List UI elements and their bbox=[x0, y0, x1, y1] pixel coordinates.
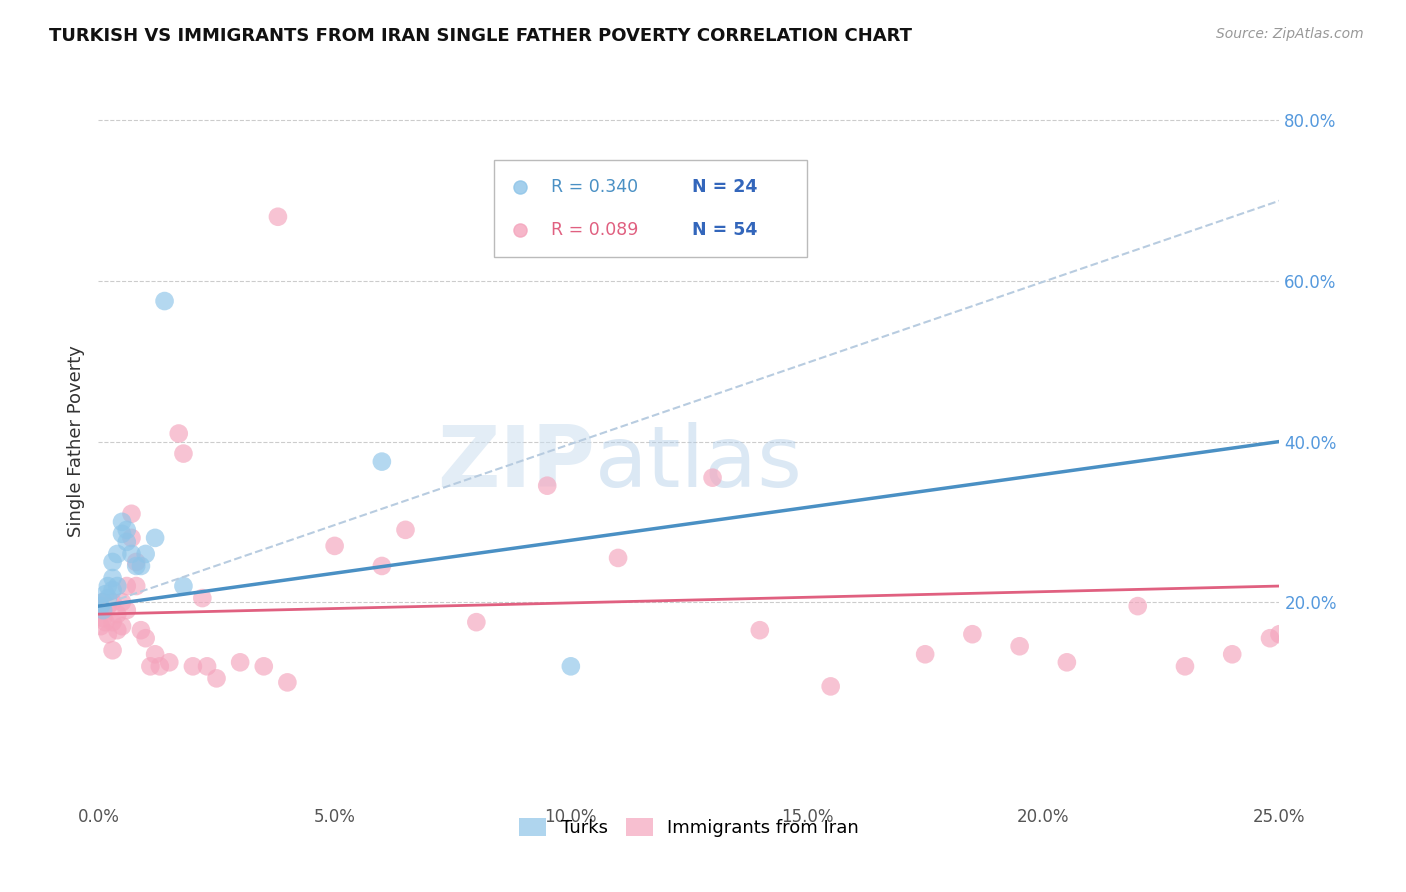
Point bbox=[1258, 632, 1281, 646]
Point bbox=[1056, 655, 1078, 669]
Point bbox=[1174, 659, 1197, 673]
Point bbox=[91, 595, 114, 609]
Point bbox=[394, 523, 416, 537]
Point bbox=[323, 539, 346, 553]
Point bbox=[267, 210, 290, 224]
Point bbox=[91, 595, 114, 609]
Point bbox=[111, 595, 134, 609]
Point bbox=[97, 627, 120, 641]
Point bbox=[167, 426, 190, 441]
Point bbox=[191, 591, 214, 606]
Point bbox=[820, 680, 842, 694]
Point bbox=[97, 591, 120, 606]
Point bbox=[153, 293, 176, 308]
Point bbox=[276, 675, 298, 690]
Point bbox=[125, 555, 148, 569]
Point bbox=[172, 579, 194, 593]
Point bbox=[105, 623, 128, 637]
FancyBboxPatch shape bbox=[494, 160, 807, 257]
Point bbox=[229, 655, 252, 669]
Text: Source: ZipAtlas.com: Source: ZipAtlas.com bbox=[1216, 27, 1364, 41]
Point bbox=[560, 659, 582, 673]
Point bbox=[121, 507, 143, 521]
Point bbox=[135, 632, 157, 646]
Point bbox=[121, 531, 143, 545]
Point bbox=[105, 547, 128, 561]
Point bbox=[111, 515, 134, 529]
Text: ZIP: ZIP bbox=[437, 422, 595, 505]
Point bbox=[105, 579, 128, 593]
Text: atlas: atlas bbox=[595, 422, 803, 505]
Point bbox=[115, 523, 138, 537]
Point bbox=[143, 648, 166, 662]
Point bbox=[962, 627, 984, 641]
Text: N = 24: N = 24 bbox=[693, 178, 758, 196]
Y-axis label: Single Father Poverty: Single Father Poverty bbox=[66, 345, 84, 538]
Point bbox=[125, 579, 148, 593]
Point bbox=[115, 603, 138, 617]
Point bbox=[1126, 599, 1149, 614]
Point bbox=[101, 555, 124, 569]
Point bbox=[101, 615, 124, 630]
Point bbox=[1008, 639, 1031, 653]
Point bbox=[139, 659, 162, 673]
Point bbox=[748, 623, 770, 637]
Point bbox=[111, 619, 134, 633]
Point bbox=[465, 615, 488, 630]
Point bbox=[91, 611, 114, 625]
Point bbox=[157, 655, 180, 669]
Text: R = 0.089: R = 0.089 bbox=[551, 221, 638, 239]
Point bbox=[143, 531, 166, 545]
Point bbox=[91, 603, 114, 617]
Point bbox=[205, 671, 228, 685]
Point bbox=[149, 659, 172, 673]
Point bbox=[1220, 648, 1243, 662]
Point bbox=[97, 579, 120, 593]
Point bbox=[111, 526, 134, 541]
Point bbox=[195, 659, 218, 673]
Point bbox=[90, 619, 112, 633]
Point bbox=[101, 595, 124, 609]
Point bbox=[89, 603, 111, 617]
Text: TURKISH VS IMMIGRANTS FROM IRAN SINGLE FATHER POVERTY CORRELATION CHART: TURKISH VS IMMIGRANTS FROM IRAN SINGLE F… bbox=[49, 27, 912, 45]
Text: N = 54: N = 54 bbox=[693, 221, 758, 239]
Point bbox=[181, 659, 204, 673]
Point bbox=[90, 599, 112, 614]
Point bbox=[135, 547, 157, 561]
Legend: Turks, Immigrants from Iran: Turks, Immigrants from Iran bbox=[512, 811, 866, 845]
Point bbox=[536, 478, 558, 492]
Point bbox=[607, 550, 630, 566]
Point bbox=[115, 579, 138, 593]
Point bbox=[91, 599, 114, 614]
Point bbox=[253, 659, 276, 673]
Point bbox=[94, 615, 117, 630]
Point bbox=[101, 571, 124, 585]
Point bbox=[121, 547, 143, 561]
Point bbox=[371, 558, 394, 574]
Point bbox=[172, 446, 194, 460]
Point bbox=[94, 587, 117, 601]
Point bbox=[129, 558, 152, 574]
Point bbox=[101, 583, 124, 598]
Point bbox=[125, 558, 148, 574]
Text: R = 0.340: R = 0.340 bbox=[551, 178, 638, 196]
Point bbox=[97, 599, 120, 614]
Point bbox=[105, 607, 128, 621]
Point bbox=[702, 471, 724, 485]
Point bbox=[101, 643, 124, 657]
Point bbox=[914, 648, 936, 662]
Point bbox=[371, 454, 394, 469]
Point bbox=[1268, 627, 1291, 641]
Point bbox=[115, 534, 138, 549]
Point bbox=[129, 623, 152, 637]
